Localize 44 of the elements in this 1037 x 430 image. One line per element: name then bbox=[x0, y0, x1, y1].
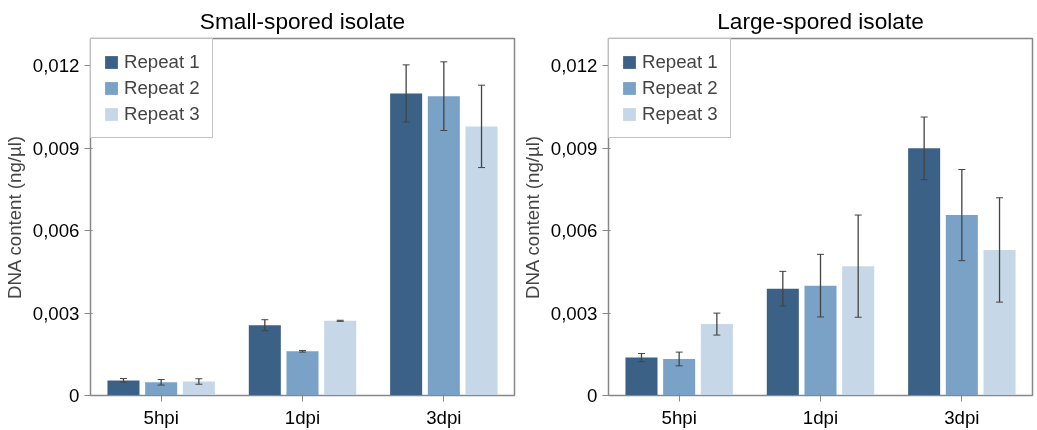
bar bbox=[286, 351, 319, 396]
legend-label: Repeat 2 bbox=[124, 77, 200, 99]
y-tick-label: 0,009 bbox=[32, 137, 80, 159]
y-tick-label: 0 bbox=[587, 385, 598, 406]
y-tick-label: 0,006 bbox=[550, 220, 598, 242]
y-axis-title: DNA content (ng/µl) bbox=[3, 135, 25, 300]
bar bbox=[700, 324, 733, 396]
legend-label: Repeat 3 bbox=[642, 103, 718, 125]
chart-title: Small-spored isolate bbox=[199, 7, 406, 34]
y-tick-label: 0,006 bbox=[32, 220, 80, 242]
x-tick-label: 1dpi bbox=[802, 406, 839, 428]
bar bbox=[145, 382, 178, 396]
y-tick-label: 0,009 bbox=[550, 137, 598, 159]
bar bbox=[107, 380, 140, 396]
bar bbox=[390, 93, 423, 396]
bar bbox=[324, 320, 357, 396]
bar bbox=[842, 266, 875, 396]
bar bbox=[625, 357, 658, 396]
bar bbox=[945, 215, 978, 396]
x-tick-label: 3dpi bbox=[944, 406, 980, 428]
bar bbox=[182, 381, 215, 396]
bar bbox=[766, 288, 799, 396]
legend-label: Repeat 1 bbox=[124, 51, 200, 73]
bar bbox=[663, 358, 696, 396]
chart-title: Large-spored isolate bbox=[717, 7, 924, 34]
x-tick-label: 3dpi bbox=[426, 406, 462, 428]
bar bbox=[908, 148, 941, 396]
bar bbox=[465, 126, 498, 396]
y-axis-title: DNA content (ng/µl) bbox=[521, 135, 543, 300]
y-tick-label: 0,003 bbox=[550, 302, 598, 324]
x-tick-label: 5hpi bbox=[143, 406, 179, 428]
y-tick-label: 0 bbox=[69, 385, 80, 406]
legend-label: Repeat 2 bbox=[642, 77, 718, 99]
y-tick-label: 0,003 bbox=[32, 302, 80, 324]
bar bbox=[427, 96, 460, 396]
bar bbox=[983, 249, 1016, 396]
x-tick-label: 1dpi bbox=[284, 406, 321, 428]
x-tick-label: 5hpi bbox=[661, 406, 697, 428]
legend-label: Repeat 3 bbox=[124, 103, 200, 125]
y-tick-label: 0,012 bbox=[32, 55, 80, 77]
y-tick-label: 0,012 bbox=[550, 55, 598, 77]
bar bbox=[248, 325, 281, 396]
bar bbox=[804, 285, 837, 396]
legend-label: Repeat 1 bbox=[642, 51, 718, 73]
